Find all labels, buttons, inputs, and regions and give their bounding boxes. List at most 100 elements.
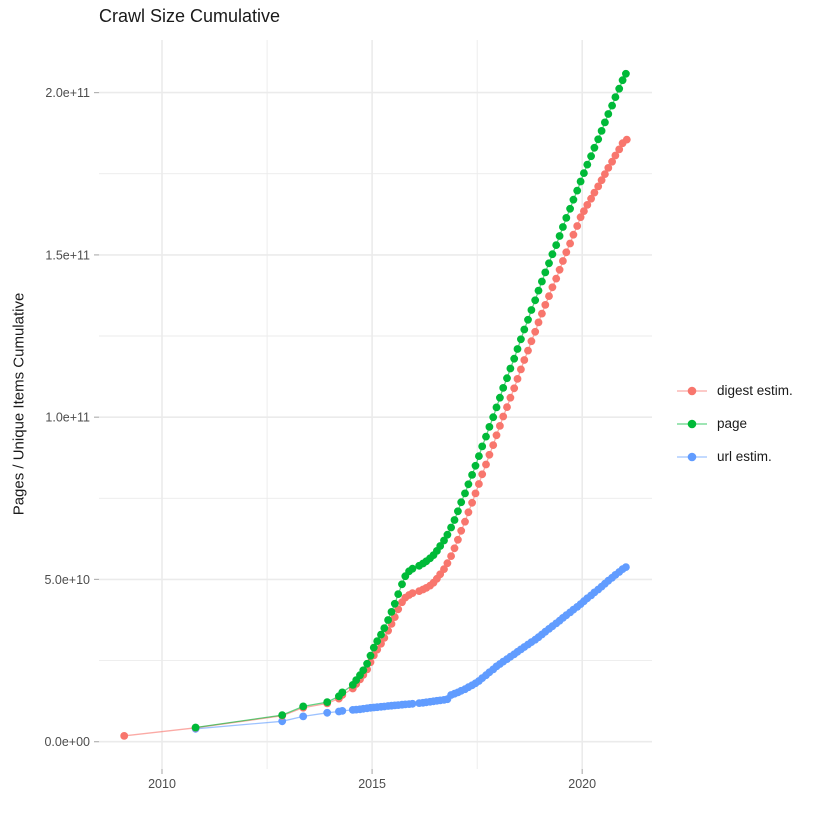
data-point-digest-estim xyxy=(531,327,540,336)
data-point-page xyxy=(338,688,347,697)
data-point-page xyxy=(580,169,588,178)
data-point-digest-estim xyxy=(454,535,462,544)
data-point-digest-estim xyxy=(408,589,417,597)
data-point-page xyxy=(566,204,574,213)
data-point-page xyxy=(555,232,564,240)
data-point-page xyxy=(461,489,469,498)
data-point-digest-estim xyxy=(573,222,582,230)
data-point-page xyxy=(369,643,378,652)
data-point-page xyxy=(398,580,406,589)
data-point-digest-estim xyxy=(475,480,483,488)
data-point-page xyxy=(615,84,624,93)
data-point-page xyxy=(373,637,382,645)
data-point-page xyxy=(366,651,375,660)
data-point-digest-estim xyxy=(499,412,508,421)
data-point-page xyxy=(377,630,385,639)
data-point-page xyxy=(548,250,557,259)
data-point-page xyxy=(394,590,403,598)
data-point-digest-estim xyxy=(601,170,609,179)
data-point-page xyxy=(471,461,480,470)
data-point-page xyxy=(527,306,536,314)
data-point-page xyxy=(594,135,603,144)
data-point-url-estim xyxy=(323,708,332,717)
data-point-digest-estim xyxy=(506,393,515,402)
data-point-digest-estim xyxy=(569,230,578,239)
data-point-digest-estim xyxy=(615,145,624,154)
data-point-digest-estim xyxy=(587,194,595,203)
data-point-page xyxy=(443,530,452,539)
data-point-page xyxy=(517,335,525,344)
data-point-page xyxy=(506,364,515,373)
data-point-digest-estim xyxy=(548,283,557,292)
data-point-digest-estim xyxy=(443,559,452,568)
data-point-page xyxy=(496,393,504,402)
data-point-page xyxy=(510,354,519,363)
data-point-page xyxy=(492,403,501,412)
data-point-digest-estim xyxy=(555,265,564,274)
data-point-digest-estim xyxy=(562,248,571,257)
data-point-page xyxy=(573,186,582,195)
data-point-digest-estim xyxy=(520,356,529,364)
data-point-digest-estim xyxy=(590,188,599,197)
data-point-page xyxy=(390,599,399,608)
legend-key-icon xyxy=(677,419,707,428)
data-point-page xyxy=(562,214,571,222)
data-point-page xyxy=(468,471,476,479)
data-point-page xyxy=(278,711,287,719)
data-point-url-estim xyxy=(299,712,308,721)
legend-label: url estim. xyxy=(717,449,772,464)
data-point-page xyxy=(380,624,389,632)
data-point-page xyxy=(583,160,592,169)
legend-item-digest-estim: digest estim. xyxy=(676,381,793,400)
data-point-page xyxy=(531,296,540,305)
data-point-page xyxy=(538,277,546,286)
data-point-page xyxy=(457,498,466,507)
data-point-page xyxy=(559,223,567,231)
y-tick-label: 0.0e+00 xyxy=(44,735,90,749)
y-tick-label: 2.0e+11 xyxy=(45,86,90,100)
data-point-page xyxy=(524,315,532,324)
data-point-digest-estim xyxy=(513,375,522,383)
data-point-url-estim xyxy=(622,563,630,571)
data-point-digest-estim xyxy=(517,365,525,374)
data-point-page xyxy=(541,268,550,277)
data-point-digest-estim xyxy=(594,182,603,191)
data-point-page xyxy=(622,69,630,78)
data-point-digest-estim xyxy=(611,151,620,160)
data-point-page xyxy=(464,480,473,489)
legend-item-url-estim: url estim. xyxy=(676,447,793,466)
data-point-page xyxy=(618,76,627,85)
data-point-digest-estim xyxy=(545,292,553,300)
data-point-page xyxy=(299,702,308,711)
data-point-digest-estim xyxy=(538,309,546,318)
y-tick-label: 1.5e+11 xyxy=(45,248,90,262)
x-tick-label: 2020 xyxy=(568,777,596,791)
data-point-digest-estim xyxy=(489,441,498,449)
data-point-digest-estim xyxy=(597,176,606,185)
legend-label: page xyxy=(717,416,748,431)
data-point-url-estim xyxy=(338,707,347,715)
data-point-page xyxy=(608,101,616,110)
data-point-page xyxy=(475,452,483,460)
data-point-digest-estim xyxy=(559,257,567,265)
data-point-page xyxy=(489,413,498,422)
data-point-digest-estim xyxy=(440,565,448,573)
data-point-page xyxy=(363,659,371,668)
data-point-digest-estim xyxy=(461,517,469,526)
data-point-page xyxy=(611,93,620,101)
series-line-page xyxy=(195,73,627,729)
data-point-page xyxy=(482,432,490,441)
data-point-digest-estim xyxy=(552,274,561,283)
data-point-page xyxy=(387,608,396,616)
data-point-url-estim xyxy=(408,699,417,708)
data-point-digest-estim xyxy=(604,164,613,172)
data-point-digest-estim xyxy=(510,384,519,393)
data-point-page xyxy=(384,616,392,624)
data-point-page xyxy=(520,325,529,334)
data-point-digest-estim xyxy=(492,431,501,440)
data-point-page xyxy=(478,442,487,451)
data-point-digest-estim xyxy=(471,489,480,498)
data-point-digest-estim xyxy=(496,422,504,430)
data-point-digest-estim xyxy=(464,508,473,517)
legend-item-page: page xyxy=(676,414,793,433)
